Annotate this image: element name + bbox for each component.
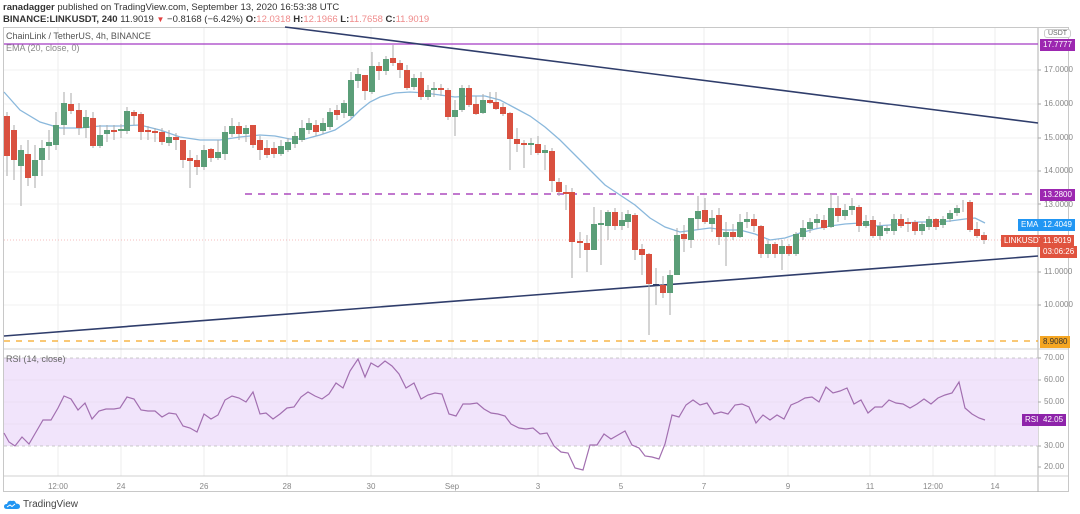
tag-rsi-name: RSI <box>1022 414 1042 426</box>
last-price: 11.9019 <box>120 14 154 25</box>
publish-date: published on TradingView.com, September … <box>57 2 340 13</box>
x-tick: 3 <box>535 482 541 491</box>
tradingview-logo[interactable]: TradingView <box>4 499 78 510</box>
rsi-tick: 50.00 <box>1044 397 1065 406</box>
tag-ema: 12.4049 <box>1040 219 1075 231</box>
rsi-tick: 20.00 <box>1044 462 1065 471</box>
ascending-trendline <box>3 255 1039 337</box>
candle-group-3 <box>702 194 987 270</box>
rsi-tick: 60.00 <box>1044 375 1065 384</box>
y-tick: 16.0000 <box>1044 99 1073 108</box>
tag-symbol-name: LINKUSDT <box>1001 235 1047 247</box>
low-label: L: <box>340 14 350 25</box>
y-tick: 11.0000 <box>1044 267 1073 276</box>
logo-text: TradingView <box>23 499 79 510</box>
tag-last-price: 11.9019 <box>1040 235 1075 247</box>
x-tick: 14 <box>990 482 1000 491</box>
open-label: O: <box>245 14 257 25</box>
ema-legend[interactable]: EMA (20, close, 0) <box>6 43 80 53</box>
y-tick: 10.0000 <box>1044 300 1073 309</box>
author: ranadagger <box>3 2 55 13</box>
candles <box>4 45 987 335</box>
open-value: 12.0318 <box>256 14 291 25</box>
x-tick: 28 <box>282 482 292 491</box>
currency-label[interactable]: USDT <box>1044 29 1072 38</box>
high-value: 12.1966 <box>303 14 338 25</box>
x-tick: 12:00 <box>47 482 69 491</box>
y-tick: 15.0000 <box>1044 133 1073 142</box>
high-label: H: <box>293 14 304 25</box>
x-tick: 9 <box>785 482 791 491</box>
x-tick: 30 <box>366 482 376 491</box>
cloud-logo-icon <box>4 500 20 509</box>
rsi-tick: 30.00 <box>1044 441 1065 450</box>
rsi-legend[interactable]: RSI (14, close) <box>6 354 66 364</box>
low-value: 11.7658 <box>349 14 383 25</box>
chart-legend-title[interactable]: ChainLink / TetherUS, 4h, BINANCE <box>6 31 151 41</box>
candle-group-2 <box>404 65 701 335</box>
chart-frame[interactable] <box>3 27 1069 492</box>
descending-trendline <box>284 26 1039 124</box>
y-tick: 14.0000 <box>1044 166 1073 175</box>
ema-line <box>3 91 986 241</box>
x-tick: 7 <box>701 482 707 491</box>
tag-support: 8.9080 <box>1040 336 1071 348</box>
x-tick: Sep <box>444 482 460 491</box>
horizontal-grid <box>4 69 1038 306</box>
tag-resistance-top: 17.7777 <box>1040 39 1075 51</box>
rsi-line <box>3 357 986 471</box>
price-change: −0.8168 (−6.42%) <box>167 14 244 25</box>
close-label: C: <box>385 14 396 25</box>
down-arrow-icon: ▼ <box>156 15 165 24</box>
tag-rsi-value: 42.05 <box>1040 414 1067 426</box>
tag-resistance-mid: 13.2800 <box>1040 189 1075 201</box>
x-tick: 5 <box>618 482 624 491</box>
x-tick: 11 <box>865 482 875 491</box>
rsi-tick: 70.00 <box>1044 353 1065 362</box>
candle-group-1 <box>4 45 403 206</box>
tag-ema-name: EMA <box>1018 219 1042 231</box>
x-tick: 24 <box>116 482 126 491</box>
symbol-info: BINANCE:LINKUSDT, 240 11.9019 ▼ −0.8168 … <box>3 14 429 25</box>
y-tick: 17.0000 <box>1044 65 1073 74</box>
x-tick: 12:00 <box>922 482 944 491</box>
y-tick: 13.0000 <box>1044 200 1073 209</box>
publish-info: ranadagger published on TradingView.com,… <box>3 2 339 13</box>
x-tick: 26 <box>199 482 209 491</box>
tag-countdown: 03:06:26 <box>1040 246 1078 258</box>
close-value: 11.9019 <box>395 14 430 25</box>
symbol: BINANCE:LINKUSDT, 240 <box>3 14 118 25</box>
